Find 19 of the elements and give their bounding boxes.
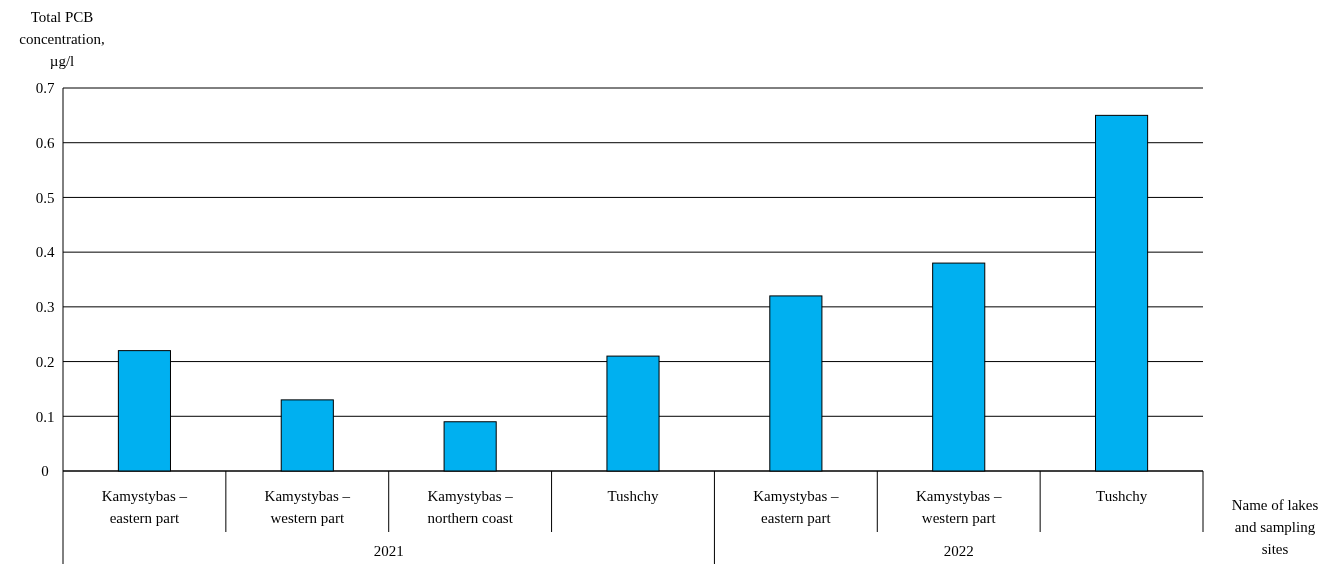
x-tick-label: Kamystybas – northern coast: [427, 488, 514, 526]
x-tick-label: Kamystybas – eastern part: [753, 488, 840, 526]
x-tick-label: Kamystybas – eastern part: [101, 488, 188, 526]
y-tick-label: 0: [41, 463, 49, 480]
x-tick-label: Kamystybas – western part: [916, 488, 1002, 526]
y-tick-label: 0.4: [35, 244, 55, 261]
y-tick-label: 0.2: [35, 353, 55, 370]
x-tick-label: Tushchy: [607, 488, 660, 504]
y-axis-title: Total PCB concentration, µg/l: [19, 9, 105, 69]
y-tick-label: 0.5: [35, 189, 55, 206]
text: 2022: [943, 543, 974, 559]
x-tick-label: Tushchy: [1096, 488, 1148, 504]
x-tick-label: Kamystybas – western part: [264, 488, 351, 526]
x-axis-title: Name of lakes and sampling sites: [1231, 497, 1319, 557]
y-tick-label: 0.7: [35, 80, 55, 97]
y-tick-label: 0.6: [35, 134, 55, 151]
y-tick-label: 0.1: [35, 408, 55, 425]
y-tick-label: 0.3: [35, 299, 55, 316]
text: 2021: [373, 543, 404, 559]
